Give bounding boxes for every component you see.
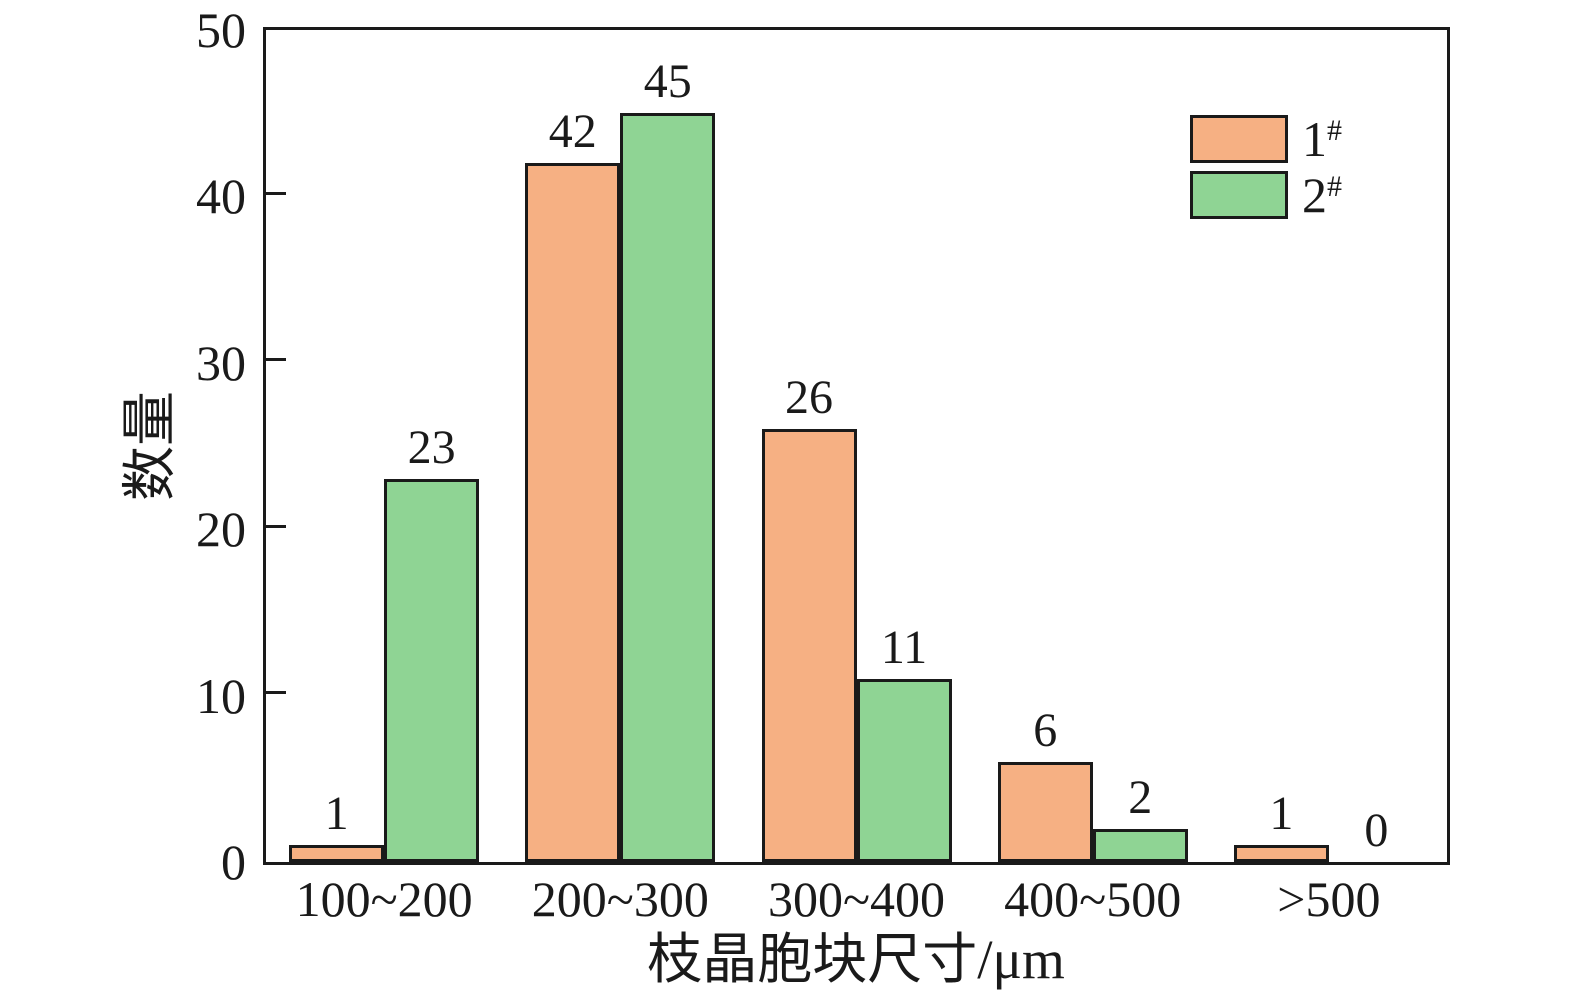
bar-series-1-group-3	[761, 429, 857, 862]
y-tick-label-20: 20	[196, 501, 246, 558]
bar-value-label-series-1-group-5: 1	[1269, 787, 1294, 841]
legend-item-series-1: 1#	[1190, 111, 1342, 167]
bar-series-2-group-2	[620, 113, 716, 862]
bar-series-1-group-2	[525, 163, 621, 862]
bar-value-label-series-2-group-4: 2	[1128, 770, 1153, 824]
y-tick-mark-10	[266, 691, 286, 695]
bar-value-label-series-1-group-3: 26	[785, 371, 833, 425]
legend-swatch-series-1	[1190, 115, 1288, 163]
legend-label-series-1: 1#	[1302, 111, 1342, 167]
y-tick-label-40: 40	[196, 168, 246, 225]
bar-value-label-series-1-group-4: 6	[1033, 704, 1058, 758]
bar-value-label-series-2-group-1: 23	[407, 421, 456, 475]
bar-series-1-group-1	[289, 845, 385, 862]
hash-superscript: #	[1327, 170, 1342, 203]
bar-series-2-group-1	[384, 479, 480, 862]
y-tick-label-30: 30	[196, 334, 246, 391]
bar-series-2-group-4	[1092, 828, 1188, 862]
y-axis-title: 数量	[119, 390, 181, 502]
legend-label-series-2: 2#	[1302, 167, 1342, 223]
x-axis-title: 枝晶胞块尺寸/μm	[647, 929, 1065, 990]
x-tick-label-1: 100~200	[295, 871, 473, 927]
x-tick-label-5: >500	[1277, 871, 1381, 927]
bar-series-2-group-3	[856, 678, 952, 862]
bar-series-1-group-4	[997, 762, 1093, 862]
y-tick-label-0: 0	[221, 834, 246, 890]
bar-value-label-series-2-group-2: 45	[643, 55, 692, 109]
legend: 1# 2#	[1190, 111, 1342, 223]
y-tick-mark-30	[266, 358, 286, 362]
bar-series-1-group-5	[1233, 845, 1329, 862]
y-tick-label-10: 10	[196, 667, 246, 724]
legend-swatch-series-2	[1190, 171, 1288, 219]
bar-value-label-series-1-group-2: 42	[548, 105, 597, 159]
bar-value-label-series-1-group-1: 1	[324, 787, 349, 841]
x-tick-label-2: 200~300	[531, 871, 709, 927]
x-tick-label-4: 400~500	[1004, 871, 1182, 927]
y-tick-label-50: 50	[196, 2, 246, 58]
y-tick-mark-40	[266, 191, 286, 195]
legend-item-series-2: 2#	[1190, 167, 1342, 223]
plot-area: 1 23 42 45 26 11 6 2 1 0	[263, 27, 1450, 865]
bar-value-label-series-2-group-5: 0	[1364, 804, 1389, 857]
hash-superscript: #	[1327, 114, 1342, 147]
bar-value-label-series-2-group-3: 11	[880, 620, 928, 674]
x-tick-label-3: 300~400	[767, 871, 946, 927]
y-tick-mark-20	[266, 524, 286, 528]
